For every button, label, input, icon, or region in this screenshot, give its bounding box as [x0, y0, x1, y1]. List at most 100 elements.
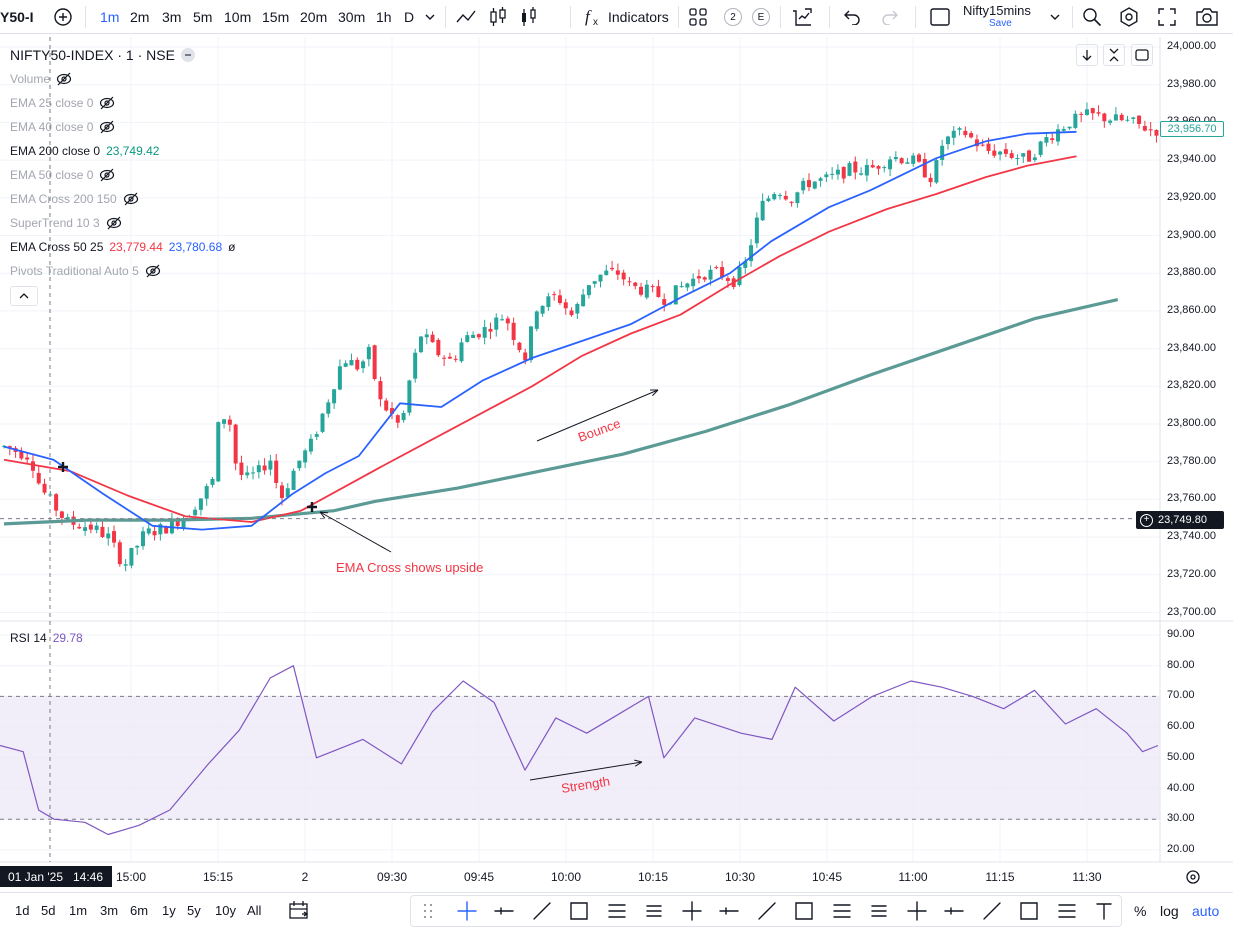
- bounce-arrow[interactable]: [536, 389, 659, 442]
- fib-retracement-icon[interactable]: [718, 900, 740, 922]
- fullscreen-icon[interactable]: [1158, 0, 1176, 34]
- range-1m[interactable]: 1m: [69, 903, 88, 918]
- range-3m[interactable]: 3m: [100, 903, 119, 918]
- plus-circle-icon[interactable]: [53, 0, 73, 34]
- chevron-down-icon[interactable]: [424, 0, 436, 34]
- quick-search-icon[interactable]: [1082, 0, 1102, 34]
- parallel-lines-icon[interactable]: [756, 900, 778, 922]
- layout-count-badge[interactable]: 2: [724, 0, 742, 34]
- candles-icon[interactable]: [488, 0, 508, 34]
- horizontal-ray-icon[interactable]: [493, 900, 515, 922]
- ema-cross-arrow[interactable]: [319, 511, 392, 553]
- symbol-title[interactable]: NIFTY50-INDEX · 1 · NSE: [10, 47, 195, 63]
- eye-hidden-icon[interactable]: [99, 96, 115, 110]
- redo-icon[interactable]: [881, 0, 899, 34]
- interval-15m[interactable]: 15m: [262, 9, 290, 25]
- pitchfork-icon[interactable]: [906, 900, 928, 922]
- rectangle-icon[interactable]: [681, 900, 703, 922]
- eye-hidden-icon[interactable]: [145, 264, 161, 278]
- auto-scale-toggle[interactable]: auto: [1192, 903, 1220, 919]
- path-icon[interactable]: [1018, 900, 1040, 922]
- horizontal-line-icon[interactable]: [531, 900, 553, 922]
- fib-levels-icon[interactable]: [831, 900, 853, 922]
- candle: [36, 465, 41, 485]
- undo-icon[interactable]: [843, 0, 861, 34]
- eye-hidden-icon[interactable]: [99, 168, 115, 182]
- ruler-icon[interactable]: [1056, 900, 1078, 922]
- layout-grid-icon[interactable]: [689, 0, 707, 34]
- range-All[interactable]: All: [247, 903, 262, 918]
- range-1y[interactable]: 1y: [162, 903, 176, 918]
- bar-chart-type-icon[interactable]: [520, 0, 538, 34]
- interval-2m[interactable]: 2m: [130, 9, 150, 25]
- candle: [361, 359, 366, 373]
- log-scale-toggle[interactable]: log: [1160, 903, 1179, 919]
- gann-fan-icon[interactable]: [868, 900, 890, 922]
- candle: [210, 476, 215, 488]
- legend-supertrend-10-3[interactable]: SuperTrend 10 3: [10, 216, 122, 230]
- vertical-measure-icon[interactable]: [606, 900, 628, 922]
- rsi-legend[interactable]: RSI 14 29.78: [10, 631, 83, 645]
- text-tool-icon[interactable]: [1093, 900, 1115, 922]
- interval-1h[interactable]: 1h: [376, 9, 392, 25]
- legend-ema-50-close-0[interactable]: EMA 50 close 0: [10, 168, 115, 182]
- legend-ema-cross-200-150[interactable]: EMA Cross 200 150: [10, 192, 139, 206]
- eye-hidden-icon[interactable]: [123, 192, 139, 206]
- candle: [500, 314, 505, 321]
- legend-volume[interactable]: Volume: [10, 72, 72, 86]
- interval-3m[interactable]: 3m: [162, 9, 182, 25]
- brush-icon[interactable]: [943, 900, 965, 922]
- legend-ema-25-close-0[interactable]: EMA 25 close 0: [10, 96, 115, 110]
- candle: [54, 493, 59, 517]
- alert-badge[interactable]: E: [752, 0, 770, 34]
- maximize-pane-button[interactable]: [1131, 44, 1153, 66]
- rsi-tick: 50.00: [1167, 750, 1195, 763]
- eye-hidden-icon[interactable]: [99, 120, 115, 134]
- interval-5m[interactable]: 5m: [193, 9, 213, 25]
- indicators-button[interactable]: Indicators: [608, 9, 669, 25]
- settings-gear-icon[interactable]: [1119, 0, 1139, 34]
- range-5d[interactable]: 5d: [41, 903, 56, 918]
- save-button[interactable]: Save: [989, 18, 1012, 29]
- collapse-pane-button[interactable]: [1103, 44, 1125, 66]
- eye-hidden-icon[interactable]: [56, 72, 72, 86]
- layout-box-icon[interactable]: [930, 0, 950, 34]
- series-line-ema-cross-50-25-slow-: [3, 155, 1077, 523]
- calendar-goto-icon[interactable]: [289, 900, 309, 925]
- add-alert-plus-icon[interactable]: +: [1140, 513, 1153, 527]
- camera-icon[interactable]: [1196, 0, 1218, 34]
- legend-pivots-traditional-auto-5[interactable]: Pivots Traditional Auto 5: [10, 264, 161, 278]
- range-6m[interactable]: 6m: [130, 903, 149, 918]
- arrow-tool-icon[interactable]: [793, 900, 815, 922]
- crosshair-tool-icon[interactable]: [456, 900, 478, 922]
- percent-scale-toggle[interactable]: %: [1134, 903, 1147, 919]
- replay-icon[interactable]: [791, 0, 813, 34]
- range-10y[interactable]: 10y: [215, 903, 236, 918]
- symbol-search[interactable]: Y50-I: [0, 9, 34, 25]
- layout-name[interactable]: Nifty15mins: [963, 3, 1031, 18]
- move-pane-down-button[interactable]: [1076, 44, 1098, 66]
- chevron-down-icon[interactable]: [1049, 0, 1061, 34]
- line-chart-icon[interactable]: [455, 0, 477, 34]
- interval-1m[interactable]: 1m: [100, 9, 120, 25]
- collapse-legend-button[interactable]: [10, 286, 38, 306]
- angle-icon[interactable]: [981, 900, 1003, 922]
- time-axis-settings-icon[interactable]: [1185, 869, 1201, 890]
- legend-ema-200-close-0[interactable]: EMA 200 close 0 23,749.42: [10, 144, 160, 158]
- range-5y[interactable]: 5y: [187, 903, 201, 918]
- interval-10m[interactable]: 10m: [224, 9, 252, 25]
- drag-handle-icon[interactable]: [418, 900, 440, 922]
- range-1d[interactable]: 1d: [15, 903, 30, 918]
- vertical-line-icon[interactable]: [643, 900, 665, 922]
- interval-D[interactable]: D: [404, 9, 415, 25]
- crosshair-price-label[interactable]: + 23,749.80: [1136, 511, 1224, 529]
- eye-hidden-icon[interactable]: [106, 216, 122, 230]
- legend-ema-40-close-0[interactable]: EMA 40 close 0: [10, 120, 115, 134]
- trend-line-icon[interactable]: [568, 900, 590, 922]
- strength-arrow[interactable]: [529, 759, 643, 781]
- legend-ema-cross-50-25[interactable]: EMA Cross 50 25 23,779.44 23,780.68 ø: [10, 240, 236, 254]
- interval-20m[interactable]: 20m: [300, 9, 328, 25]
- interval-30m[interactable]: 30m: [338, 9, 366, 25]
